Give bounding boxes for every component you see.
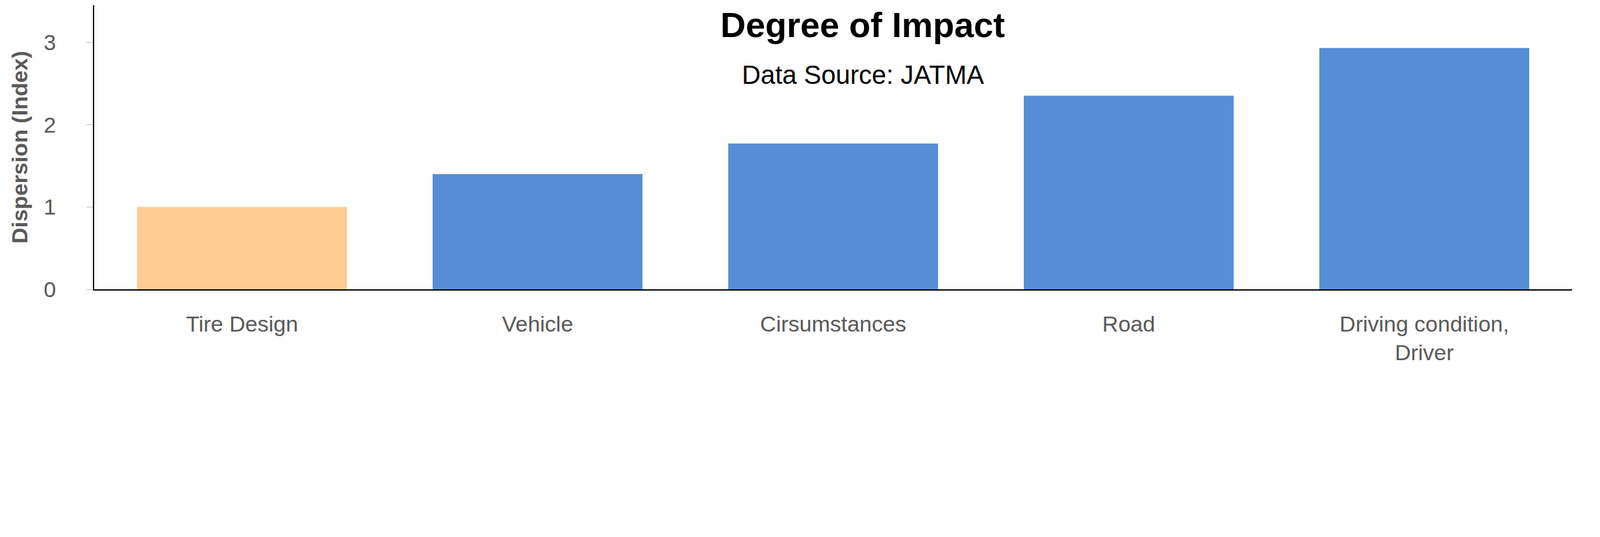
svg-text:Data Source: JATMA: Data Source: JATMA (741, 60, 985, 89)
svg-text:1: 1 (43, 194, 56, 219)
svg-text:3: 3 (43, 29, 56, 55)
svg-text:Degree of Impact: Degree of Impact (720, 5, 1005, 45)
svg-text:Dispersion (Index): Dispersion (Index) (7, 50, 32, 244)
svg-text:Cirsumstances: Cirsumstances (760, 311, 907, 336)
svg-text:Vehicle: Vehicle (502, 311, 574, 336)
svg-text:Road: Road (1102, 311, 1156, 336)
svg-text:2: 2 (43, 112, 56, 138)
svg-text:Tire Design: Tire Design (185, 311, 299, 336)
svg-text:0: 0 (43, 276, 56, 302)
svg-text:Driving condition,Driver: Driving condition,Driver (1339, 311, 1510, 365)
